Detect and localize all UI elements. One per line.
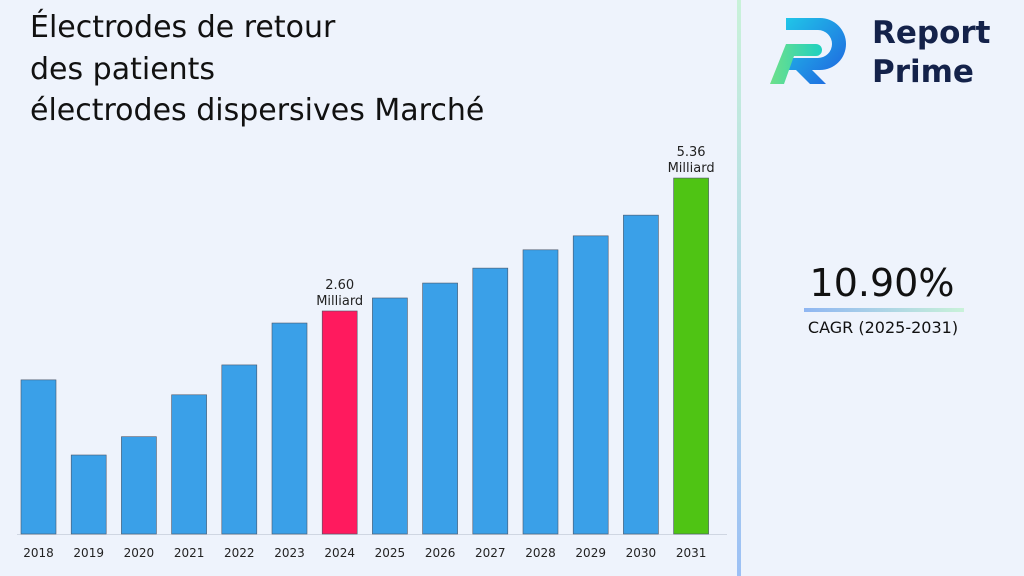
x-tick-label: 2024 [324,546,355,560]
chart-title: des patients [30,52,215,87]
bar [121,436,157,535]
brand: Report [872,15,991,51]
chart-title: Électrodes de retour [30,9,336,45]
cagr-value: 10.90% [810,261,955,305]
x-tick-label: 2023 [274,546,305,560]
x-tick-label: 2020 [124,546,155,560]
bar [20,379,57,535]
value-label: 2.60 Milliard [316,278,363,309]
bar [221,364,258,535]
bar [673,177,709,535]
x-tick-label: 2022 [224,546,255,560]
value-label: 5.36 Milliard [668,145,715,176]
cagr-label: CAGR (2025-2031) [808,318,958,337]
x-tick-label: 2021 [174,546,205,560]
logo [770,18,846,84]
bar [572,235,609,535]
bar [321,310,358,535]
bar [271,322,308,535]
bar [372,297,408,535]
bar [522,249,559,535]
x-tick-label: 2030 [626,546,657,560]
x-tick-label: 2029 [575,546,606,560]
x-tick-label: 2028 [525,546,556,560]
x-tick-label: 2026 [425,546,456,560]
x-tick-label: 2031 [676,546,707,560]
bar [472,267,509,535]
bar [422,282,458,535]
divider [737,0,741,576]
brand: Prime [872,54,974,90]
bar [171,394,207,535]
x-tick-label: 2019 [73,546,104,560]
x-tick-label: 2025 [375,546,406,560]
bar [70,454,107,535]
bar [623,214,659,535]
x-tick-label: 2027 [475,546,506,560]
x-tick-label: 2018 [23,546,54,560]
underline [804,308,964,312]
chart-title: électrodes dispersives Marché [30,93,484,128]
